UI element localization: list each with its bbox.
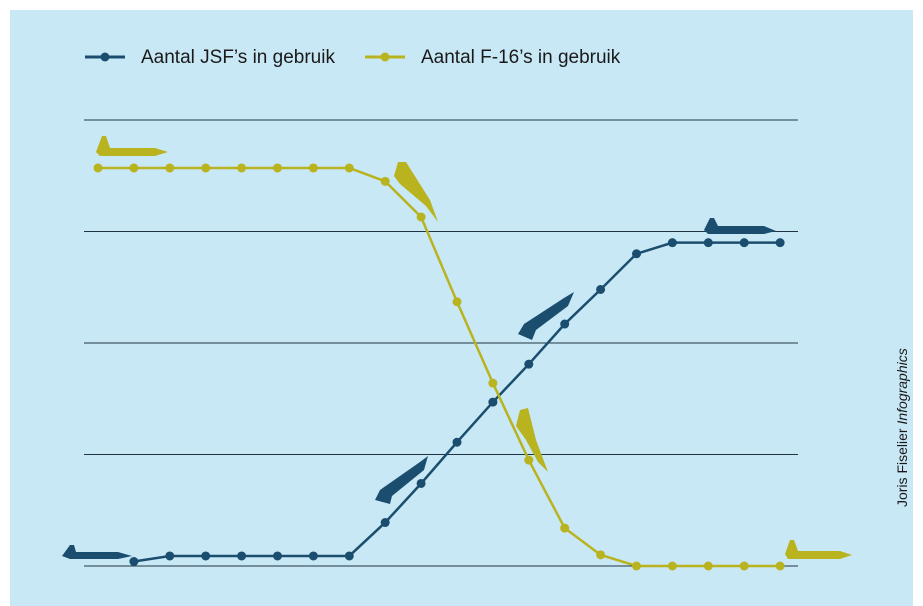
data-point (273, 551, 282, 561)
plot (93, 163, 785, 571)
data-point (416, 478, 426, 488)
background (10, 10, 913, 606)
data-point (560, 319, 570, 329)
data-point (452, 297, 462, 307)
data-point (201, 551, 211, 561)
data-point (703, 561, 713, 571)
data-point (739, 238, 749, 248)
f16-icon (394, 162, 438, 222)
data-point (775, 561, 785, 571)
data-point (273, 163, 282, 173)
data-point (129, 557, 139, 567)
data-point (596, 284, 606, 294)
data-point (129, 163, 139, 173)
plane-icons (62, 136, 852, 559)
legend-label: Aantal JSF’s in gebruik (141, 47, 335, 68)
f16-icon (516, 408, 548, 472)
data-point (201, 163, 211, 173)
data-point (308, 163, 318, 173)
data-point (380, 518, 390, 528)
data-point (488, 378, 498, 388)
data-point (488, 397, 498, 407)
data-point (703, 238, 713, 248)
data-point (165, 551, 175, 561)
data-point (632, 561, 641, 571)
data-point (524, 359, 534, 369)
legend-dot (100, 52, 110, 62)
jsf-icon (704, 218, 776, 234)
data-point (452, 437, 462, 447)
jsf-icon (375, 456, 428, 504)
series-line (98, 166, 781, 568)
data-point (380, 176, 390, 186)
data-point (237, 551, 247, 561)
data-point (667, 238, 677, 248)
credit-role: Infographics (894, 348, 910, 424)
data-point (416, 212, 426, 222)
legend: Aantal JSF’s in gebruik Aantal F-16’s in … (85, 47, 621, 68)
legend-label: Aantal F-16’s in gebruik (421, 47, 621, 68)
legend-dot (380, 52, 390, 62)
jsf-icon (62, 545, 132, 559)
data-point (344, 551, 354, 561)
credit-name: Joris Fiselier (894, 428, 910, 507)
data-point (165, 163, 175, 173)
data-point (632, 249, 641, 259)
jsf-icon (518, 292, 574, 340)
data-point (524, 455, 534, 465)
data-point (93, 163, 103, 173)
credit: Joris Fiselier Infographics (894, 348, 910, 507)
data-point (596, 550, 606, 560)
data-point (308, 551, 318, 561)
f16-icon (96, 136, 168, 156)
data-point (560, 523, 570, 533)
f16-icon (785, 540, 852, 559)
data-point (344, 163, 354, 173)
data-point (667, 561, 677, 571)
data-point (739, 561, 749, 571)
data-point (775, 238, 785, 248)
data-point (237, 163, 247, 173)
